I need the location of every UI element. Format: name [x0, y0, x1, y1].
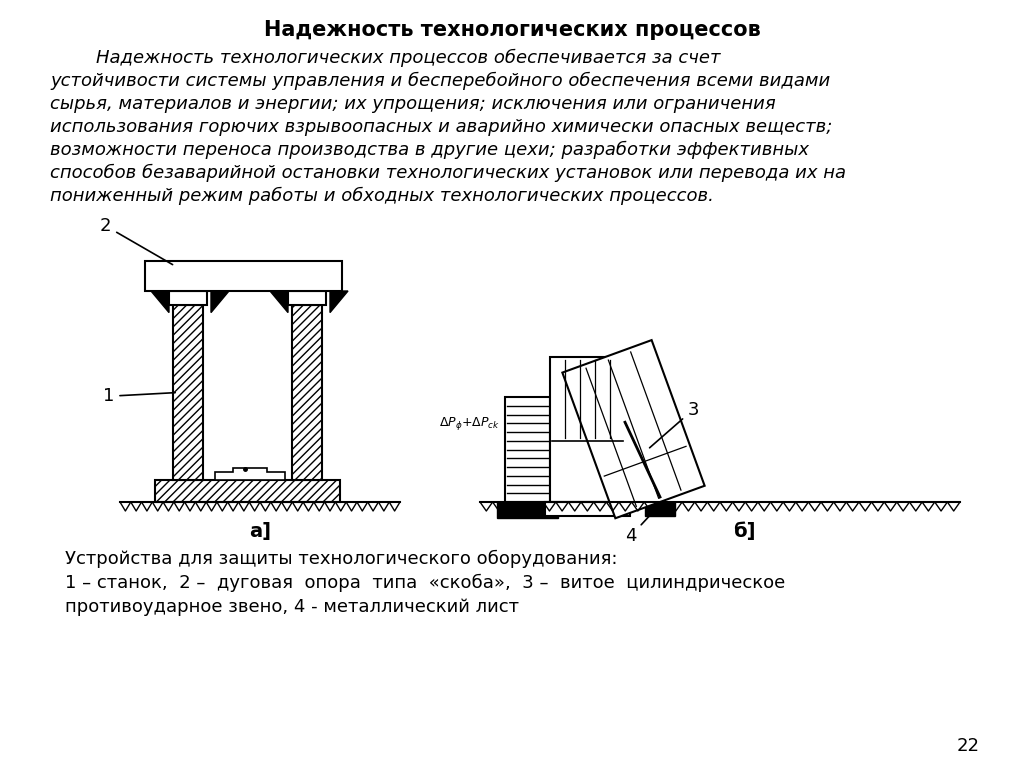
Text: 3: 3 [649, 400, 699, 448]
Bar [545, 502, 630, 516]
Text: Устройства для защиты технологического оборудования:: Устройства для защиты технологического о… [65, 550, 617, 568]
Text: 4: 4 [625, 513, 652, 545]
Polygon shape [292, 305, 322, 480]
Polygon shape [562, 340, 705, 518]
Bar [169, 291, 207, 305]
Text: устойчивости системы управления и бесперебойного обеспечения всеми видами: устойчивости системы управления и беспер… [50, 72, 830, 91]
Bar [288, 291, 326, 305]
Text: $\Delta P_\phi$+$\Delta P_{ck}$: $\Delta P_\phi$+$\Delta P_{ck}$ [439, 415, 500, 432]
Bar [497, 502, 558, 518]
Polygon shape [151, 291, 169, 313]
Polygon shape [330, 291, 348, 313]
Polygon shape [270, 291, 288, 313]
Bar [505, 397, 550, 502]
Bar [145, 261, 342, 291]
Text: 1: 1 [103, 387, 175, 405]
Bar [550, 357, 625, 502]
Text: Надежность технологических процессов обеспечивается за счет: Надежность технологических процессов обе… [50, 49, 721, 67]
Polygon shape [211, 291, 229, 313]
Text: сырья, материалов и энергии; их упрощения; исключения или ограничения: сырья, материалов и энергии; их упрощени… [50, 95, 776, 113]
Text: 1 – станок,  2 –  дуговая  опора  типа  «скоба»,  3 –  витое  цилиндрическое: 1 – станок, 2 – дуговая опора типа «скоб… [65, 574, 785, 592]
Polygon shape [155, 480, 340, 502]
Polygon shape [215, 468, 285, 480]
Text: Надежность технологических процессов: Надежность технологических процессов [263, 20, 761, 40]
Text: возможности переноса производства в другие цехи; разработки эффективных: возможности переноса производства в друг… [50, 141, 809, 160]
Text: пониженный режим работы и обходных технологических процессов.: пониженный режим работы и обходных техно… [50, 187, 714, 206]
Text: противоударное звено, 4 - металлический лист: противоударное звено, 4 - металлический … [65, 598, 519, 616]
Text: 22: 22 [957, 737, 980, 755]
Text: 2: 2 [100, 217, 173, 265]
Text: б]: б] [733, 522, 756, 541]
Text: использования горючих взрывоопасных и аварийно химически опасных веществ;: использования горючих взрывоопасных и ав… [50, 118, 833, 136]
Bar [645, 502, 675, 516]
Text: а]: а] [249, 522, 271, 541]
Text: способов безаварийной остановки технологических установок или перевода их на: способов безаварийной остановки технолог… [50, 164, 846, 183]
Polygon shape [173, 305, 203, 480]
